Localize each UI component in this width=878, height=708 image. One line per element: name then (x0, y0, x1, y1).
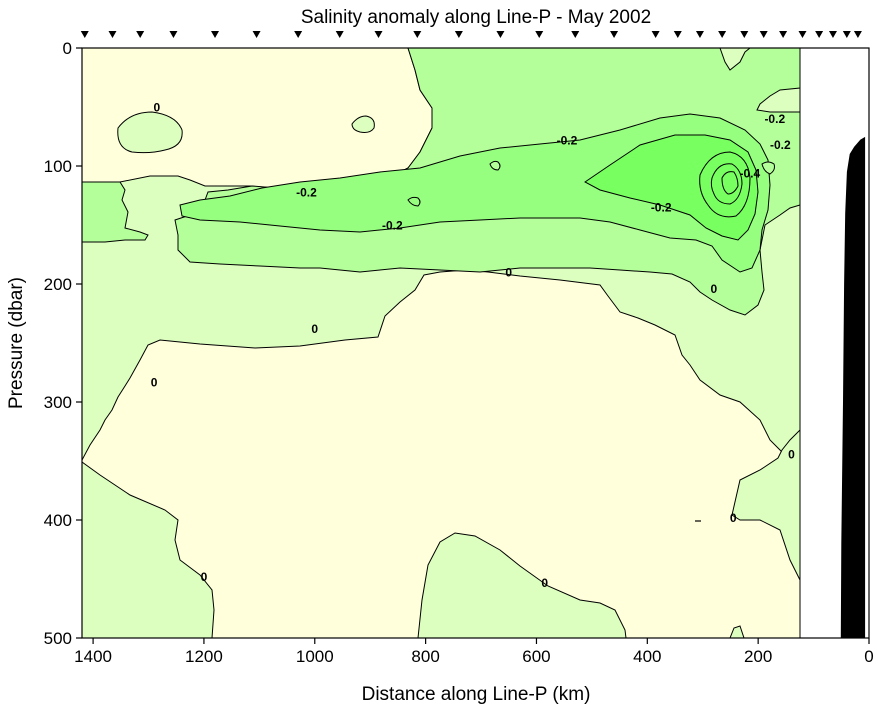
station-marker-16 (673, 31, 682, 38)
station-marker-1 (108, 31, 117, 38)
y-axis-ticks: 0 100 200 300 400 500 (44, 39, 82, 648)
bottom-topography (840, 136, 866, 639)
station-marker-12 (535, 31, 544, 38)
contour-label-0: 0 (153, 100, 160, 114)
contour-label-6: 0 (730, 511, 737, 525)
station-marker-24 (828, 31, 837, 38)
station-marker-10 (454, 31, 463, 38)
fill-right-0-strip (731, 428, 801, 581)
fill-left-0-region (82, 461, 215, 638)
y-tick-label-400: 400 (44, 511, 72, 530)
contour-closed-upper-left (117, 111, 183, 154)
contour-label-2: 0 (311, 322, 318, 336)
station-marker-0 (80, 31, 89, 38)
contour-closed-small-b (407, 196, 421, 207)
contour-label-12: -0.2 (296, 185, 317, 199)
x-tick-label-800: 800 (411, 647, 439, 666)
station-marker-3 (169, 31, 178, 38)
contour-label-11: -0.2 (770, 138, 791, 152)
station-marker-6 (294, 31, 303, 38)
station-marker-14 (610, 31, 619, 38)
contour-labels: 0 0 0 0 0 0 0 0 0 -0.2 -0.2 -0.2 -0.2 -0.2 -0.2 -0.4 (151, 100, 795, 590)
station-marker-13 (571, 31, 580, 38)
y-tick-label-100: 100 (44, 157, 72, 176)
y-tick-label-200: 200 (44, 275, 72, 294)
x-tick-label-400: 400 (633, 647, 661, 666)
contour-core-ring-3 (721, 171, 739, 195)
contour-label-13: -0.2 (382, 218, 403, 232)
contour-label-4: 0 (710, 282, 717, 296)
x-axis-label: Distance along Line-P (km) (362, 684, 591, 705)
x-tick-label-200: 200 (744, 647, 772, 666)
station-marker-20 (759, 31, 768, 38)
station-marker-7 (335, 31, 344, 38)
station-marker-17 (695, 31, 704, 38)
y-tick-label-0: 0 (63, 39, 72, 58)
contour-field (82, 48, 869, 638)
station-marker-5 (252, 31, 261, 38)
x-tick-label-0: 0 (864, 647, 873, 666)
contour-core-ring-2 (710, 163, 743, 205)
chart-title: Salinity anomaly along Line-P - May 2002 (301, 7, 651, 28)
station-marker-11 (496, 31, 505, 38)
station-marker-9 (413, 31, 422, 38)
y-tick-label-500: 500 (44, 629, 72, 648)
station-marker-4 (211, 31, 220, 38)
contour-closed-small-a (489, 160, 501, 171)
contour-label-5: 0 (788, 447, 795, 461)
station-marker-2 (136, 31, 145, 38)
x-tick-label-1400: 1400 (74, 647, 112, 666)
contour-closed-upper-mid (351, 115, 375, 133)
x-tick-label-600: 600 (522, 647, 550, 666)
station-marker-8 (374, 31, 383, 38)
contour-label-10: -0.2 (764, 112, 785, 126)
contour-label-3: 0 (151, 375, 158, 389)
y-tick-label-300: 300 (44, 393, 72, 412)
station-marker-19 (740, 31, 749, 38)
station-marker-25 (842, 31, 851, 38)
contour-closed-small-c (761, 161, 775, 175)
station-marker-15 (651, 31, 660, 38)
y-axis-label: Pressure (dbar) (6, 277, 27, 409)
x-tick-label-1000: 1000 (296, 647, 334, 666)
plot-frame (81, 47, 870, 639)
x-tick-label-1200: 1200 (185, 647, 223, 666)
x-axis-ticks: 1400 1200 1000 800 600 400 200 0 (74, 638, 874, 666)
fill-minus-0.4-to-minus-0.2 (179, 113, 771, 273)
station-marker-21 (779, 31, 788, 38)
contour-label-15: -0.4 (739, 166, 760, 180)
station-marker-18 (718, 31, 727, 38)
station-markers (80, 31, 862, 38)
station-marker-26 (853, 31, 862, 38)
contour-label-8: 0 (541, 576, 548, 590)
station-marker-23 (815, 31, 824, 38)
contour-label-1: 0 (505, 266, 512, 280)
fill-bottom-0-region (417, 532, 627, 638)
contour-label-14: -0.2 (651, 201, 672, 215)
fill-bottom-right-patch (729, 625, 745, 638)
station-marker-22 (798, 31, 807, 38)
contour-label-7: 0 (201, 570, 208, 584)
contour-label-9: -0.2 (557, 133, 578, 147)
